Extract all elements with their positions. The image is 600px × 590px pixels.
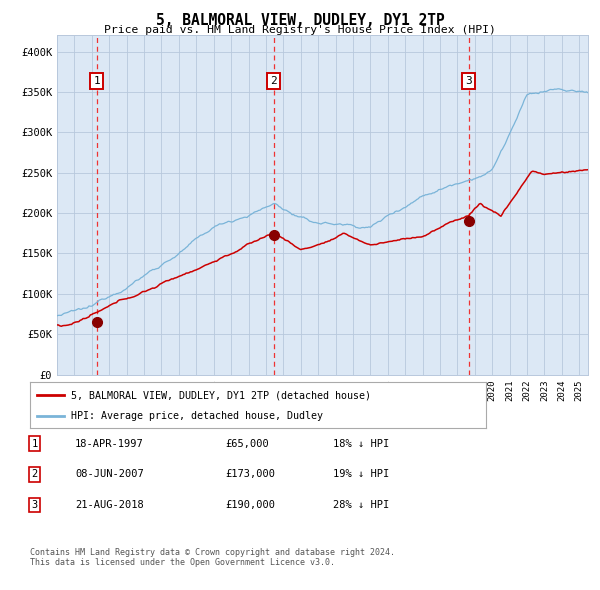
Text: 2: 2: [270, 76, 277, 86]
Text: 28% ↓ HPI: 28% ↓ HPI: [333, 500, 389, 510]
Text: Contains HM Land Registry data © Crown copyright and database right 2024.: Contains HM Land Registry data © Crown c…: [30, 548, 395, 556]
Text: 1: 1: [94, 76, 100, 86]
Text: 19% ↓ HPI: 19% ↓ HPI: [333, 470, 389, 479]
Text: Price paid vs. HM Land Registry's House Price Index (HPI): Price paid vs. HM Land Registry's House …: [104, 25, 496, 35]
Text: 08-JUN-2007: 08-JUN-2007: [75, 470, 144, 479]
Text: 5, BALMORAL VIEW, DUDLEY, DY1 2TP: 5, BALMORAL VIEW, DUDLEY, DY1 2TP: [155, 13, 445, 28]
Text: £173,000: £173,000: [225, 470, 275, 479]
Text: HPI: Average price, detached house, Dudley: HPI: Average price, detached house, Dudl…: [71, 411, 323, 421]
Text: 18-APR-1997: 18-APR-1997: [75, 439, 144, 448]
Text: 3: 3: [32, 500, 38, 510]
Text: 18% ↓ HPI: 18% ↓ HPI: [333, 439, 389, 448]
Text: 1: 1: [32, 439, 38, 448]
Text: £65,000: £65,000: [225, 439, 269, 448]
Text: 5, BALMORAL VIEW, DUDLEY, DY1 2TP (detached house): 5, BALMORAL VIEW, DUDLEY, DY1 2TP (detac…: [71, 390, 371, 400]
Text: £190,000: £190,000: [225, 500, 275, 510]
Text: 21-AUG-2018: 21-AUG-2018: [75, 500, 144, 510]
Text: This data is licensed under the Open Government Licence v3.0.: This data is licensed under the Open Gov…: [30, 558, 335, 566]
Text: 3: 3: [465, 76, 472, 86]
Text: 2: 2: [32, 470, 38, 479]
